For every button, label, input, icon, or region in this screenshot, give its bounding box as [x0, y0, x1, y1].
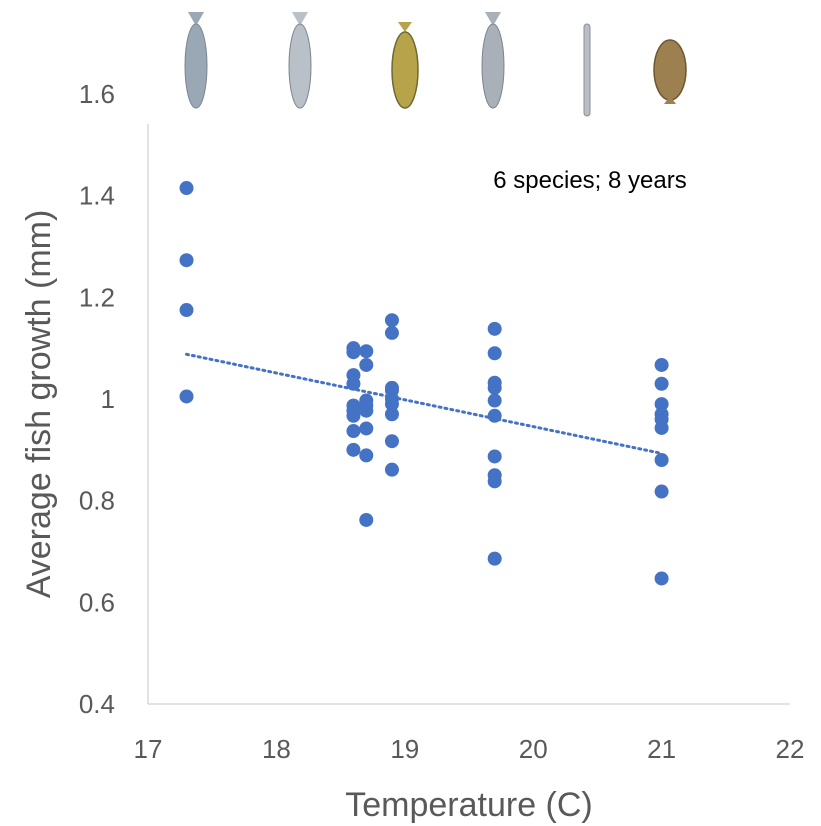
data-point	[179, 389, 194, 404]
x-tick-label: 17	[134, 734, 163, 764]
herring-icon	[184, 12, 208, 109]
data-point	[654, 397, 669, 412]
x-tick-label: 20	[519, 734, 548, 764]
data-point	[346, 442, 361, 457]
data-point	[384, 407, 399, 422]
x-tick-label: 21	[647, 734, 676, 764]
y-tick-label: 1	[101, 384, 115, 414]
data-point	[654, 453, 669, 467]
x-tick-label: 19	[390, 734, 419, 764]
trendline	[185, 352, 664, 455]
y-axis-title: Average fish growth (mm)	[20, 210, 58, 599]
data-point	[654, 357, 669, 372]
data-point	[179, 303, 194, 318]
data-point	[487, 393, 502, 408]
data-point	[487, 380, 502, 395]
y-tick-label: 1.2	[79, 282, 115, 312]
y-tick-label: 1.6	[79, 79, 115, 109]
data-point	[384, 397, 399, 412]
data-point	[654, 376, 669, 391]
data-point	[346, 408, 361, 423]
data-point	[487, 346, 502, 361]
data-point	[179, 181, 194, 196]
menhaden-icon	[288, 12, 312, 109]
data-point	[359, 403, 374, 418]
data-point	[384, 325, 399, 340]
y-tick-label: 0.8	[79, 486, 115, 516]
x-tick-label: 22	[776, 734, 805, 764]
y-tick-label: 1.4	[79, 181, 115, 211]
sea-bass-icon	[391, 22, 419, 109]
data-point	[384, 434, 399, 449]
data-points	[179, 181, 669, 586]
sand-lance-icon	[583, 23, 591, 117]
chart-annotation: 6 species; 8 years	[493, 167, 686, 194]
data-point	[346, 376, 361, 391]
fish-icons-row	[184, 12, 687, 117]
data-point	[654, 484, 669, 499]
y-tick-label: 0.4	[79, 689, 115, 719]
x-axis-title: Temperature (C)	[345, 786, 593, 824]
data-point	[359, 357, 374, 372]
data-point	[654, 571, 669, 586]
axes	[147, 124, 790, 705]
data-point	[487, 321, 502, 336]
data-point	[346, 424, 361, 439]
y-tick-label: 0.6	[79, 587, 115, 617]
data-point	[179, 253, 194, 268]
data-point	[359, 448, 374, 463]
data-point	[359, 344, 374, 359]
x-tick-label: 18	[262, 734, 291, 764]
data-point	[359, 512, 374, 527]
butterfish-icon	[481, 12, 505, 109]
data-point	[487, 474, 502, 489]
data-point	[487, 408, 502, 423]
x-tick-labels: 17 18 19 20 21 22	[134, 734, 805, 764]
y-tick-labels: 0.4 0.6 0.8 1 1.2 1.4 1.6	[79, 79, 115, 719]
data-point	[487, 551, 502, 566]
data-point	[654, 420, 669, 435]
data-point	[384, 462, 399, 477]
flounder-icon	[653, 39, 687, 104]
data-point	[384, 313, 399, 328]
data-point	[487, 449, 502, 464]
data-point	[359, 421, 374, 436]
data-point	[346, 345, 361, 360]
